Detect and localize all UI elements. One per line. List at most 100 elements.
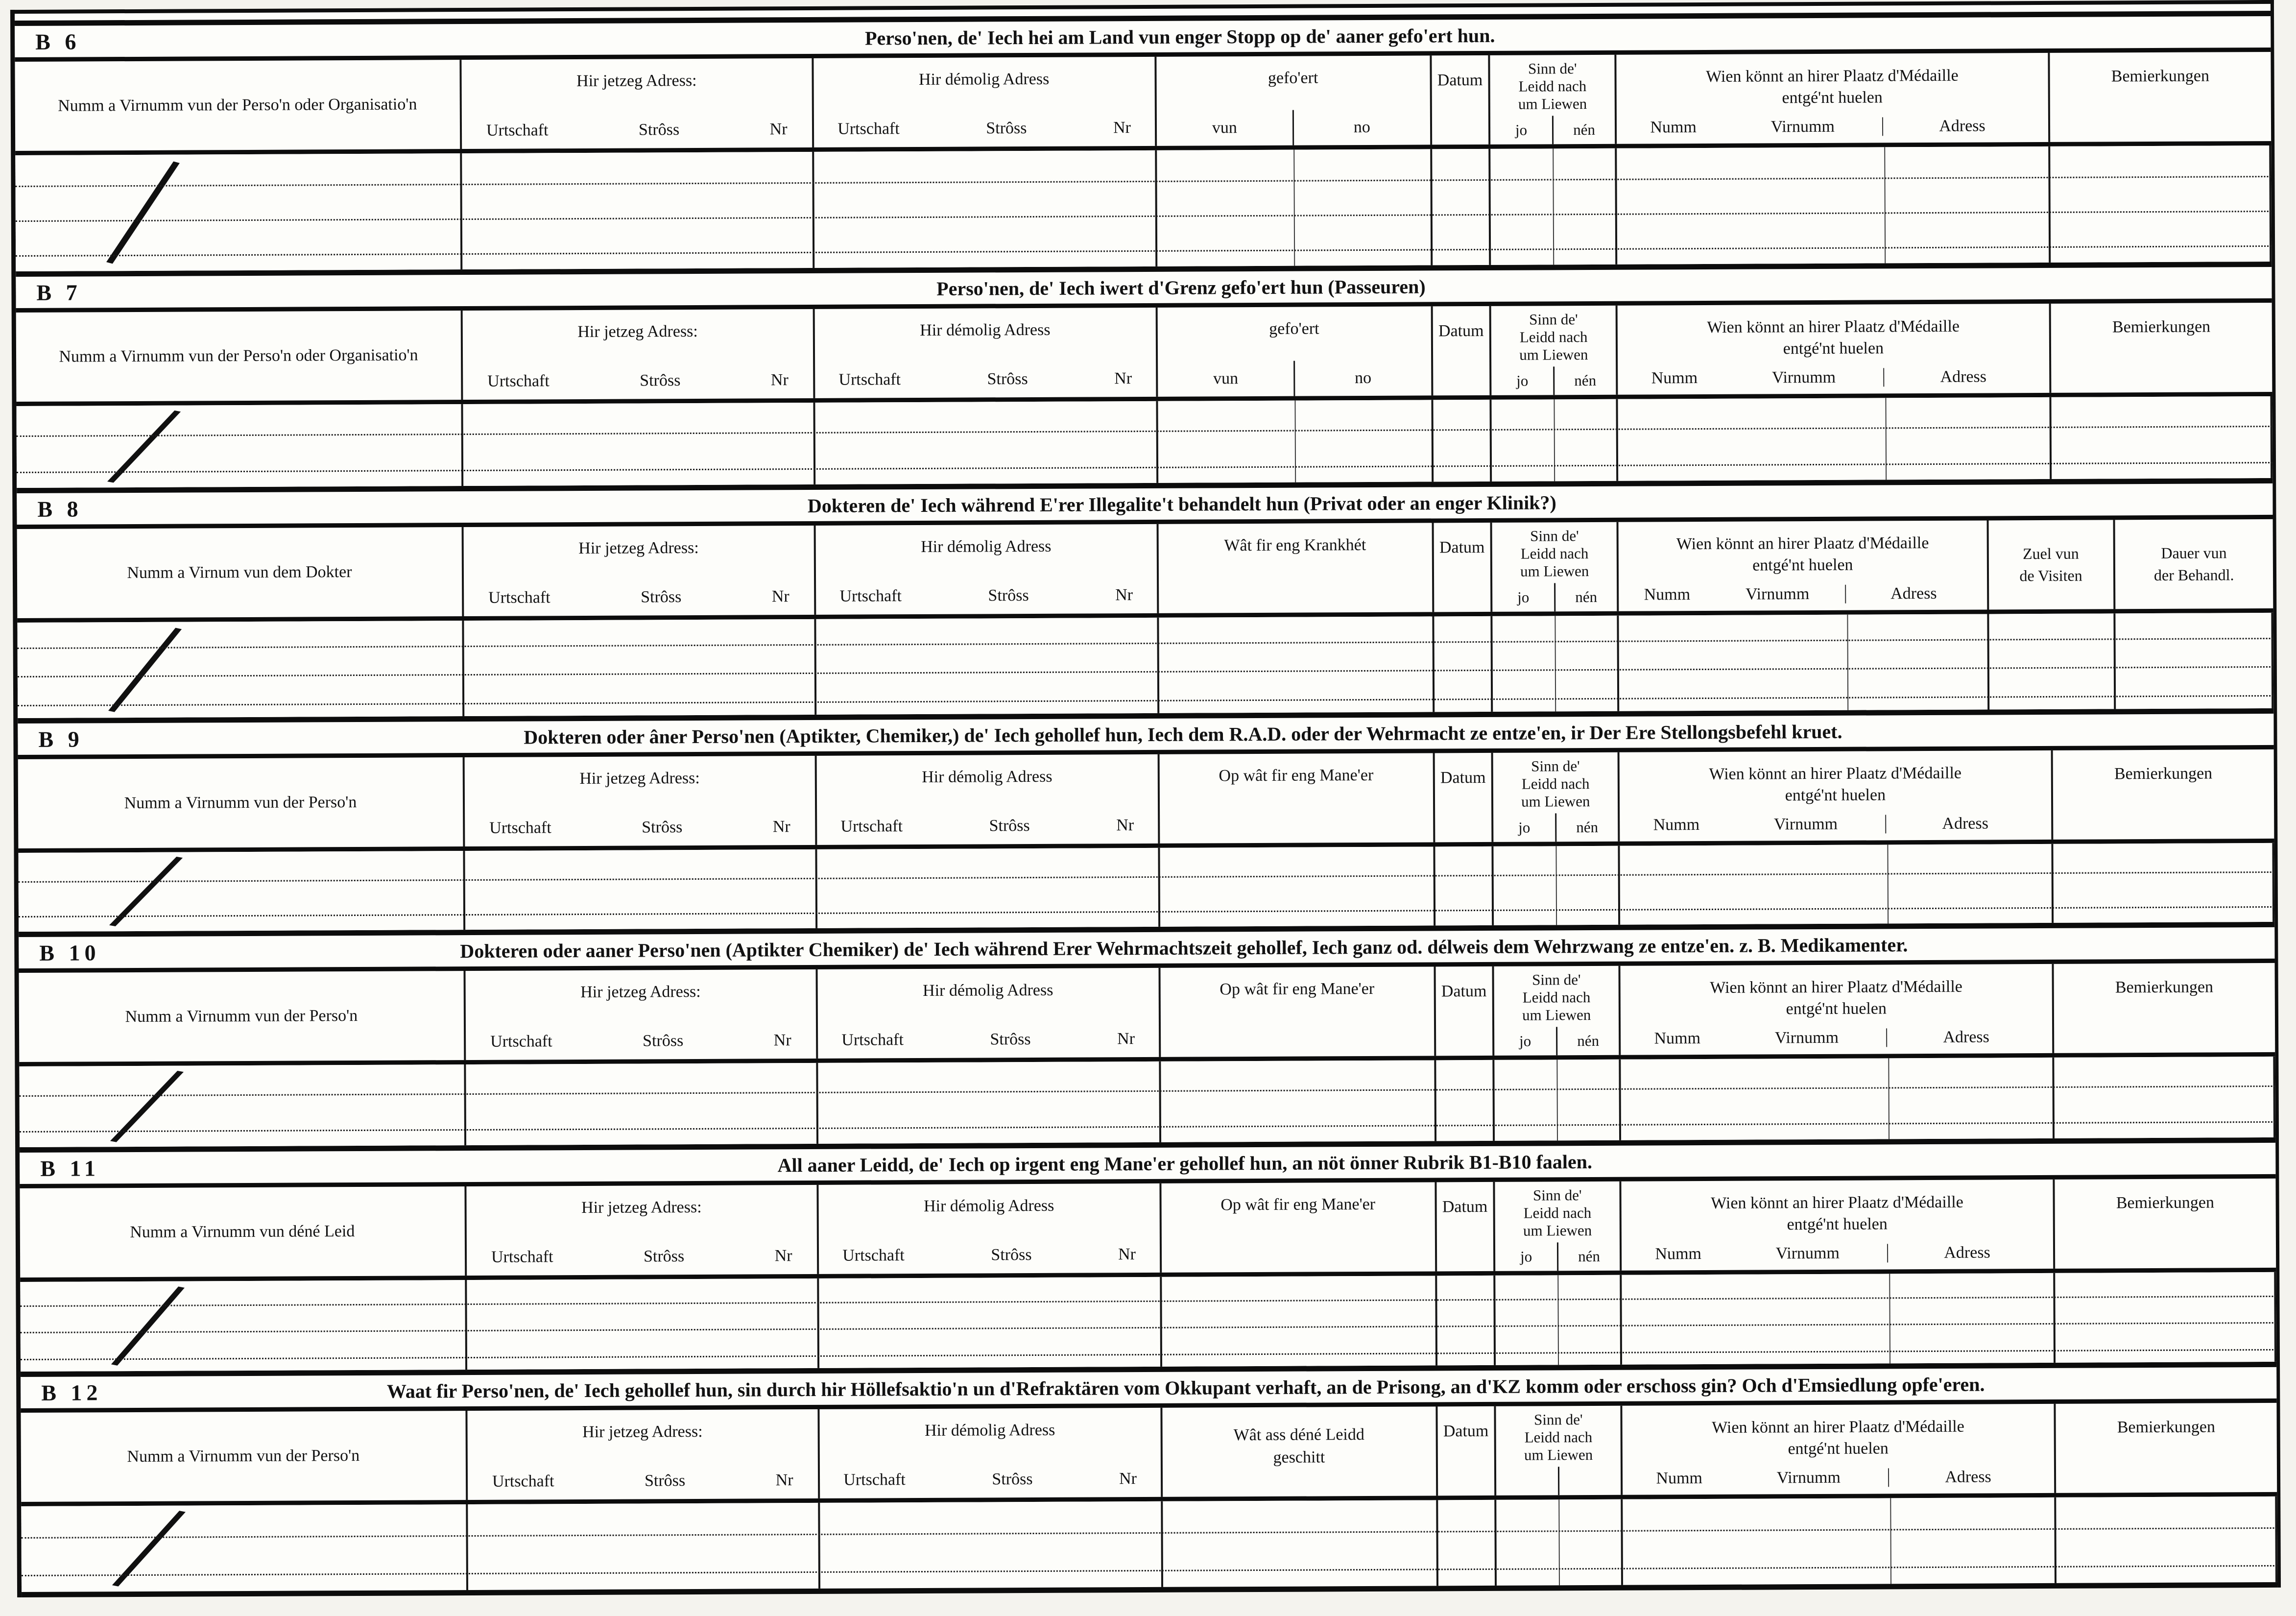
section-title: All aaner Leidd, de' Iech op irgent eng …: [777, 1150, 1593, 1176]
manner-label: Op wât fir eng Mane'er: [1220, 1195, 1376, 1214]
wien-line1: Wien könnt an hirer Plaatz d'Médaille: [1712, 1417, 1964, 1437]
col-current-address: Hir jetzeg Adress: Urtschaft Strôss Nr: [465, 969, 818, 1061]
data-cell-name: [17, 621, 465, 719]
stross-label: Strôss: [641, 588, 682, 606]
data-cell-name: [21, 1504, 469, 1592]
strike-mark: [110, 1070, 184, 1142]
name-col-label: Numm a Virnumm vun der Perso'n oder Orga…: [58, 95, 417, 115]
section-id: B 10: [39, 940, 100, 965]
data-cell: [2054, 1056, 2275, 1138]
col-name-header: Numm a Virnumm vun der Perso'n: [21, 1411, 468, 1502]
data-cell: [816, 847, 1160, 928]
header-row: Numm a Virnumm vun déné Leid Hir jetzeg …: [20, 1178, 2276, 1282]
col-datum: Datum: [1436, 1182, 1496, 1272]
data-cell: [2051, 396, 2273, 479]
wien-line1: Wien könnt an hirer Plaatz d'Médaille: [1709, 764, 1962, 783]
col-current-address: Hir jetzeg Adress: Urtschaft Strôss Nr: [462, 309, 815, 400]
name-col-label: Numm a Virnumm vun der Perso'n: [125, 1007, 358, 1026]
urtschaft-label: Urtschaft: [488, 588, 550, 607]
data-cell: [1437, 1499, 1497, 1586]
name-col-label: Numm a Virnum vun dem Dokter: [127, 563, 352, 582]
datum-label: Datum: [1440, 768, 1486, 787]
data-rows: [16, 396, 2273, 488]
sinn-line3: um Liewen: [1520, 562, 1589, 580]
wien-line1: Wien könnt an hirer Plaatz d'Médaille: [1676, 533, 1929, 554]
col-wien: Wien könnt an hirer Plaatz d'Médaille ent…: [1617, 303, 2051, 395]
virnumm-label: Virnumm: [1776, 1468, 1841, 1487]
sinn-line3: um Liewen: [1519, 345, 1588, 363]
col-former-address: Hir démolig Adress Urtschaft Strôss Nr: [817, 967, 1161, 1059]
illness-label: Wât fir eng Krankhét: [1224, 536, 1366, 555]
data-cell: [1160, 1060, 1436, 1142]
numm-label: Numm: [1654, 1029, 1701, 1048]
data-rows: [21, 1496, 2278, 1598]
col-former-address: Hir démolig Adress Urtschaft Strôss Nr: [818, 1183, 1162, 1274]
manner-label: Op wât fir eng Mane'er: [1219, 766, 1374, 785]
data-cell: [1620, 844, 2054, 925]
sinn-line1: Sinn de': [1532, 1186, 1582, 1204]
data-cell: [1618, 397, 2052, 481]
col-name-header: Numm a Virnum vun dem Dokter: [17, 527, 464, 619]
section-id: B 9: [38, 726, 84, 752]
current-address-label: Hir jetzeg Adress:: [580, 982, 701, 1002]
virnumm-label: Virnumm: [1771, 368, 1836, 387]
col-wien: Wien könnt an hirer Plaatz d'Médaille ent…: [1621, 1179, 2055, 1271]
nr-label: Nr: [773, 1031, 791, 1050]
numm-label: Numm: [1651, 369, 1698, 387]
header-row: Numm a Virnumm vun der Perso'n Hir jetze…: [18, 749, 2274, 853]
bemierkungen-label: Bemierkungen: [2114, 764, 2213, 783]
sinn-line3: um Liewen: [1521, 792, 1590, 810]
stross-label: Strôss: [642, 818, 683, 837]
data-cell: [1621, 1057, 2055, 1140]
jo-label: jo: [1518, 819, 1531, 836]
section-b6: B 6 Perso'nen, de' Iech hei am Land vun …: [15, 10, 2272, 272]
col-wien: Wien könnt an hirer Plaatz d'Médaille ent…: [1616, 52, 2050, 144]
data-rows: [15, 145, 2272, 272]
data-cell: [463, 402, 815, 486]
strike-mark: [108, 627, 182, 712]
data-cell: [1493, 845, 1621, 925]
col-illness: Wât fir eng Krankhét: [1158, 523, 1434, 613]
nr-label: Nr: [1117, 1030, 1135, 1048]
urtschaft-label: Urtschaft: [839, 587, 902, 605]
section-b11: B 11 All aaner Leidd, de' Iech op irgent…: [20, 1137, 2277, 1372]
datum-label: Datum: [1439, 538, 1485, 557]
data-cell: [465, 849, 817, 930]
jo-label: jo: [1515, 121, 1528, 139]
data-cell: [1435, 1060, 1495, 1141]
stross-label: Strôss: [988, 586, 1029, 605]
wien-line2: entgé'nt huelen: [1787, 1215, 1888, 1234]
sinn-line3: um Liewen: [1518, 95, 1587, 113]
urtschaft-label: Urtschaft: [486, 121, 549, 140]
data-cell: [1490, 148, 1618, 265]
data-cell-name: [15, 153, 463, 272]
scanned-form-sheet: B 6 Perso'nen, de' Iech hei am Land vun …: [10, 0, 2281, 1598]
col-name-header: Numm a Virnumm vun der Perso'n: [19, 971, 466, 1062]
wien-line2: entgé'nt huelen: [1785, 786, 1886, 805]
data-cell: [1988, 613, 2116, 710]
urtschaft-label: Urtschaft: [490, 1032, 552, 1051]
col-datum: Datum: [1435, 752, 1494, 843]
sinn-line2: Leidd nach: [1518, 77, 1587, 95]
stross-label: Strôss: [638, 121, 680, 139]
col-wien: Wien könnt an hirer Plaatz d'Médaille ent…: [1619, 750, 2053, 842]
nr-label: Nr: [774, 1247, 792, 1265]
gefoert-label: gefo'ert: [1269, 319, 1319, 338]
strike-mark: [109, 857, 183, 927]
section-id: B 6: [35, 28, 81, 54]
adress-label: Adress: [1882, 116, 2042, 136]
stross-label: Strôss: [640, 371, 681, 390]
nr-label: Nr: [771, 587, 789, 606]
data-cell: [819, 1501, 1163, 1589]
no-label: no: [1292, 109, 1430, 145]
datum-label: Datum: [1441, 982, 1487, 1001]
header-row: Numm a Virnumm vun der Perso'n oder Orga…: [16, 302, 2272, 407]
data-cell: [1491, 399, 1619, 482]
col-name-header: Numm a Virnumm vun der Perso'n: [18, 757, 465, 849]
sinn-line2: Leidd nach: [1523, 1204, 1592, 1222]
section-id: B 11: [40, 1155, 100, 1181]
zuel-line1: Zuel vun: [2022, 544, 2079, 563]
nr-label: Nr: [1116, 816, 1134, 835]
col-visit-count: Zuel vun de Visiten: [1988, 520, 2115, 610]
col-bemierkungen: Bemierkungen: [2056, 1403, 2277, 1493]
